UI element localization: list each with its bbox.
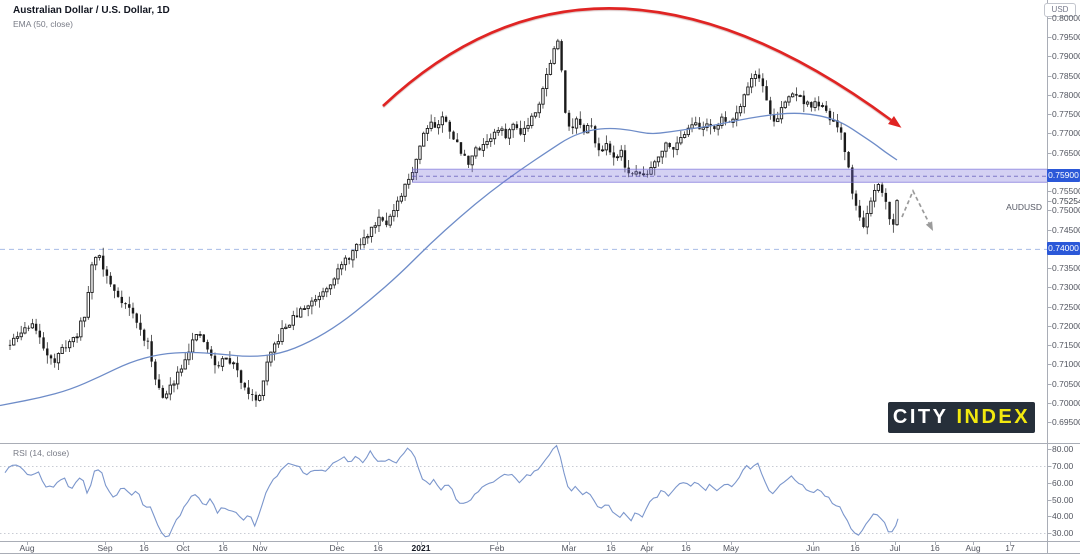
price-axis-tick: 0.79500 <box>1052 32 1080 43</box>
price-axis-tick: 0.72500 <box>1052 301 1080 312</box>
price-axis-tick: 0.75500 <box>1052 186 1080 197</box>
price-axis-tick: 0.77500 <box>1052 109 1080 120</box>
time-axis-tick: Aug <box>965 543 981 553</box>
time-axis[interactable]: Aug Sep 16 Oct 16 Nov Dec 16 2021 Feb Mar 16 Apr 16 Ma… <box>0 541 1080 554</box>
price-axis-tick: 0.78000 <box>1052 89 1080 100</box>
indicator-label[interactable]: EMA (50, close) <box>13 19 73 29</box>
currency-chip-usd[interactable]: USD <box>1044 3 1076 17</box>
time-axis-tick: 16 <box>850 543 860 553</box>
price-axis[interactable]: 0.80000 0.79500 0.79000 0.78500 0.78000 0.775… <box>1047 0 1080 553</box>
time-axis-tick: 17 <box>1005 543 1015 553</box>
price-axis-tick: 0.76500 <box>1052 147 1080 158</box>
time-axis-tick: 2021 <box>411 543 431 553</box>
rsi-axis-tick: 50.00 <box>1052 494 1074 505</box>
city-index-logo-index: INDEX <box>956 406 1031 428</box>
time-axis-tick: Jun <box>806 543 820 553</box>
time-axis-tick: Aug <box>19 543 35 553</box>
resistance-price-label: 0.75900 <box>1047 169 1080 183</box>
city-index-logo-city: CITY <box>892 406 949 428</box>
price-axis-tick: 0.71000 <box>1052 359 1080 370</box>
rsi-indicator-label[interactable]: RSI (14, close) <box>13 448 70 458</box>
time-axis-tick: 16 <box>139 543 149 553</box>
time-axis-tick: Jul <box>889 543 901 553</box>
time-axis-tick: 16 <box>930 543 940 553</box>
time-axis-tick: 16 <box>606 543 616 553</box>
city-index-logo: CITY INDEX <box>888 402 1035 433</box>
price-axis-tick: 0.69500 <box>1052 417 1080 428</box>
symbol-price-tag: AUDUSD <box>1006 201 1042 212</box>
symbol-title: Australian Dollar / U.S. Dollar, 1D <box>13 5 170 16</box>
time-axis-tick: 16 <box>681 543 691 553</box>
time-axis-tick: May <box>722 543 740 553</box>
price-axis-tick: 0.73500 <box>1052 263 1080 274</box>
price-axis-tick: 0.79000 <box>1052 51 1080 62</box>
price-axis-tick: 0.70500 <box>1052 378 1080 389</box>
time-axis-tick: Apr <box>640 543 654 553</box>
time-axis-tick: Oct <box>176 543 190 553</box>
rsi-axis-tick: 80.00 <box>1052 444 1074 455</box>
support-price-label: 0.74000 <box>1047 242 1080 256</box>
rsi-axis-tick: 70.00 <box>1052 461 1074 471</box>
price-axis-tick: 0.78500 <box>1052 70 1080 81</box>
time-axis-tick: Nov <box>252 543 268 553</box>
price-axis-tick: 0.72000 <box>1052 320 1080 331</box>
price-axis-tick: 0.80000 <box>1052 13 1080 23</box>
time-axis-tick: Mar <box>561 543 577 553</box>
legend: Australian Dollar / U.S. Dollar, 1D EMA … <box>13 5 170 29</box>
rsi-axis-tick: 30.00 <box>1052 528 1074 538</box>
time-axis-tick: Dec <box>329 543 345 553</box>
time-axis-tick: 16 <box>373 543 383 553</box>
time-axis-tick: Sep <box>97 543 113 553</box>
rsi-axis-tick: 60.00 <box>1052 477 1074 488</box>
time-axis-tick: Feb <box>489 543 505 553</box>
rsi-axis-tick: 40.00 <box>1052 511 1074 522</box>
price-axis-tick: 0.73000 <box>1052 282 1080 293</box>
current-price-label: 0.75254 <box>1052 195 1080 206</box>
price-axis-tick: 0.70000 <box>1052 397 1080 408</box>
price-axis-tick: 0.71500 <box>1052 340 1080 351</box>
time-axis-tick: 16 <box>218 543 228 553</box>
price-axis-tick: 0.77000 <box>1052 128 1080 139</box>
price-axis-tick: 0.74500 <box>1052 224 1080 235</box>
price-axis-tick: 0.75000 <box>1052 205 1080 216</box>
